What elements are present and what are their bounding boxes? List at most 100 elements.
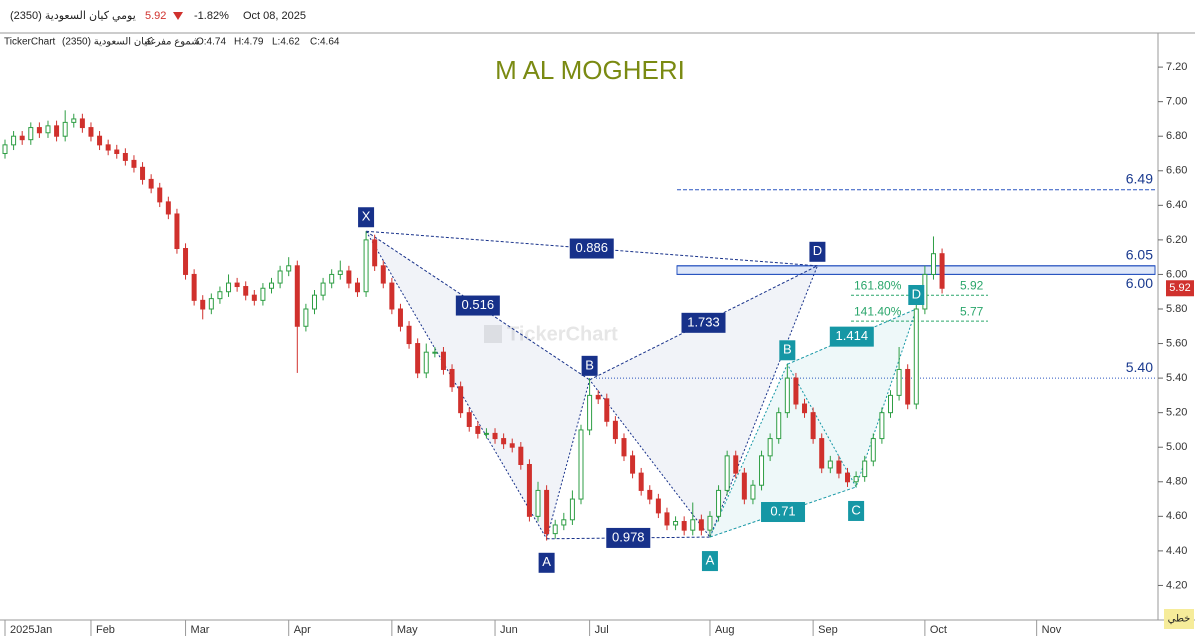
x-tick-label: Oct: [930, 624, 947, 636]
candle-body: [311, 294, 317, 310]
candle-body: [71, 118, 77, 123]
point-label: B: [783, 342, 792, 357]
candle-body: [389, 282, 395, 310]
pattern-fill: [787, 308, 917, 487]
candle-body: [776, 412, 782, 440]
candle-body: [337, 270, 343, 275]
point-box: [779, 340, 796, 361]
candle-body: [380, 265, 386, 284]
candle-body: [733, 455, 739, 474]
x-tick-label: 2025Jan: [10, 624, 52, 636]
x-tick-label: Jun: [500, 624, 518, 636]
change: -1.82%: [194, 10, 229, 22]
point-box: [908, 284, 925, 305]
candle-body: [879, 412, 885, 440]
scale-mode-box[interactable]: [1164, 609, 1194, 629]
candle-body: [260, 287, 266, 301]
point-label: D: [813, 243, 822, 258]
candle-body: [11, 135, 17, 146]
candle-body: [862, 460, 868, 478]
candle-body: [157, 187, 163, 203]
candle-body: [612, 420, 618, 440]
candle-body: [819, 438, 825, 469]
chart-title: M AL MOGHERI: [495, 55, 685, 85]
y-tick-label: 6.80: [1166, 130, 1187, 142]
symbol-name: كيان السعودية (2350): [62, 37, 152, 48]
watermark-logo: [484, 325, 502, 343]
candle-body: [217, 291, 223, 300]
y-tick-label: 5.20: [1166, 407, 1187, 419]
candle-body: [595, 394, 601, 400]
candle-body: [148, 178, 154, 189]
candle-body: [930, 253, 936, 275]
candle-body: [501, 438, 507, 445]
candle-body: [131, 159, 137, 168]
point-label: D: [912, 286, 921, 301]
candle-body: [449, 368, 455, 388]
ohlc-close: C:4.64: [310, 37, 340, 48]
candle-body: [303, 308, 309, 327]
candle-body: [887, 394, 893, 414]
candle-body: [630, 455, 636, 474]
x-tick-label: Sep: [818, 624, 838, 636]
candle-body: [827, 460, 833, 469]
ratio-label: 1.414: [836, 328, 869, 343]
candle-body: [483, 432, 489, 435]
candle-body: [604, 398, 610, 422]
candle-body: [320, 282, 326, 296]
candle-body: [105, 144, 111, 151]
candle-body: [2, 144, 8, 154]
last-price: 5.92: [145, 10, 166, 22]
candle-body: [440, 351, 446, 370]
ohlc-low: L:4.62: [272, 37, 300, 48]
y-tick-label: 5.00: [1166, 441, 1187, 453]
x-tick-label: May: [397, 624, 418, 636]
candle-body: [939, 253, 945, 289]
point-box: [358, 207, 375, 228]
candle-body: [54, 125, 60, 137]
candle-body: [234, 282, 240, 288]
candle-body: [759, 455, 765, 486]
ratio-label: 0.886: [575, 240, 608, 255]
candle-body: [681, 521, 687, 531]
y-tick-label: 4.80: [1166, 476, 1187, 488]
candle-body: [750, 484, 756, 500]
candle-body: [363, 239, 369, 293]
candle-body: [62, 121, 68, 137]
candle-body: [346, 270, 352, 284]
candle-body: [913, 308, 919, 405]
candle-body: [251, 294, 257, 301]
pattern-fill: [366, 231, 590, 539]
candle-body: [896, 368, 902, 396]
x-tick-label: Apr: [294, 624, 311, 636]
candle-body: [544, 489, 550, 535]
y-tick-label: 4.20: [1166, 579, 1187, 591]
ratio-label: 0.516: [462, 297, 495, 312]
ratio-box: [569, 238, 614, 259]
candle-body: [97, 135, 103, 146]
scale-mode[interactable]: خطي: [1168, 614, 1191, 625]
level-label: 6.00: [1126, 275, 1153, 291]
candle-body: [784, 377, 790, 414]
point-label: A: [542, 554, 551, 569]
symbol-name: كيان السعودية (2350): [10, 10, 110, 22]
ratio-label: 1.733: [687, 314, 720, 329]
app-name: TickerChart: [4, 37, 56, 48]
candle-body: [372, 239, 378, 267]
candle-body: [114, 149, 120, 154]
y-tick-label: 7.20: [1166, 61, 1187, 73]
y-tick-label: 5.80: [1166, 303, 1187, 315]
candle-body: [397, 308, 403, 327]
candle-body: [526, 463, 532, 517]
ratio-box: [455, 295, 500, 316]
point-label: B: [585, 357, 594, 372]
point-box: [809, 241, 826, 262]
y-tick-label: 4.60: [1166, 510, 1187, 522]
candle-body: [552, 524, 558, 535]
point-label: X: [362, 209, 371, 224]
y-tick-label: 6.00: [1166, 268, 1187, 280]
down-arrow: [173, 12, 183, 20]
candle-body: [243, 286, 249, 296]
level-band: [676, 265, 1156, 275]
candle-body: [767, 438, 773, 457]
